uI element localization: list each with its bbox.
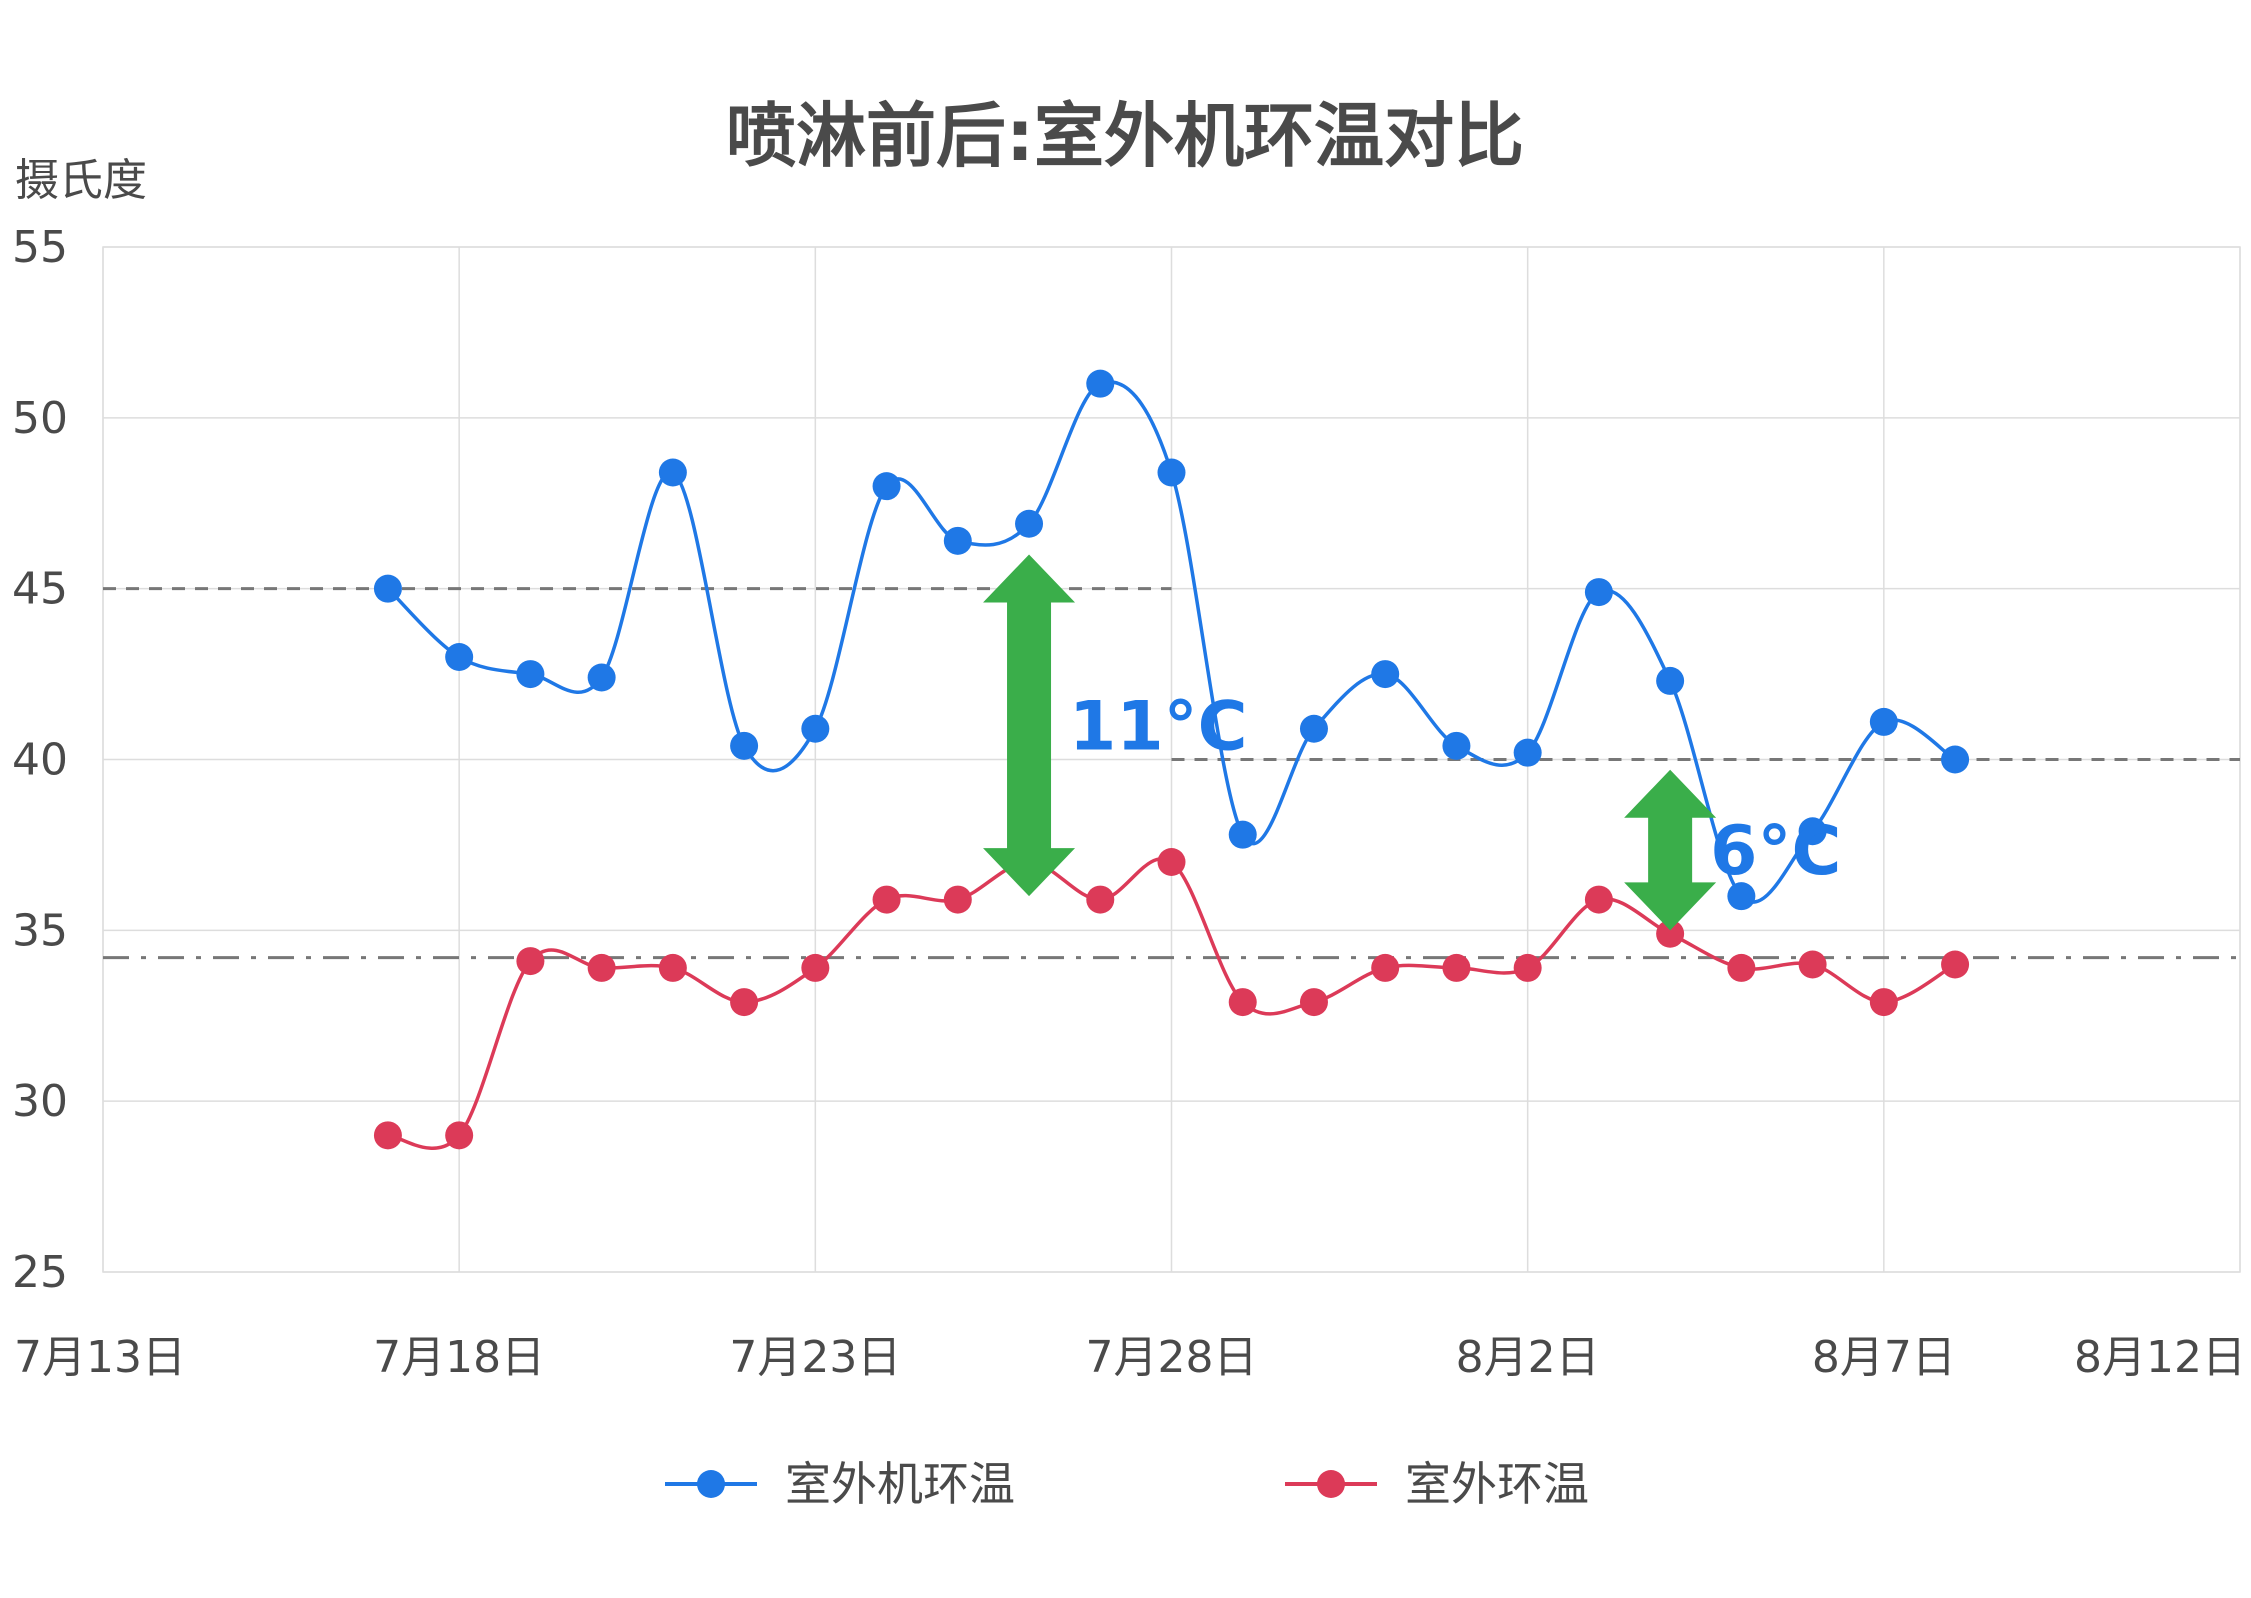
data-point bbox=[1727, 953, 1756, 982]
reference-lines bbox=[103, 587, 2240, 960]
y-tick-labels: 25 30 35 40 45 50 55 bbox=[12, 222, 68, 1298]
y-tick-label: 30 bbox=[12, 1076, 68, 1127]
data-point bbox=[730, 731, 759, 760]
data-point bbox=[445, 643, 474, 671]
data-point bbox=[445, 1121, 474, 1150]
data-point bbox=[1584, 885, 1613, 914]
y-tick-label: 40 bbox=[12, 735, 68, 786]
data-point bbox=[1371, 660, 1400, 689]
legend-item: 室外环温 bbox=[1285, 1457, 1589, 1511]
data-point bbox=[1941, 745, 1970, 774]
chart-title: 喷淋前后:室外机环温对比 bbox=[726, 95, 1524, 177]
data-point bbox=[1157, 458, 1186, 487]
data-point bbox=[1371, 953, 1400, 982]
series-layer bbox=[373, 369, 1970, 1150]
y-tick-label: 25 bbox=[12, 1247, 68, 1298]
legend-item: 室外机环温 bbox=[665, 1457, 1015, 1511]
data-point bbox=[1869, 988, 1898, 1017]
double-arrow bbox=[1624, 769, 1717, 931]
data-point bbox=[658, 458, 687, 487]
data-point bbox=[1086, 369, 1115, 398]
legend-label: 室外机环温 bbox=[785, 1457, 1015, 1511]
x-tick-label: 8月7日 bbox=[1812, 1332, 1956, 1383]
data-point bbox=[1656, 919, 1685, 948]
data-point bbox=[1513, 953, 1542, 982]
y-tick-label: 55 bbox=[12, 222, 68, 273]
data-point bbox=[1228, 988, 1257, 1017]
double-arrow bbox=[983, 554, 1076, 897]
x-tick-label: 7月13日 bbox=[14, 1332, 186, 1383]
y-axis-label: 摄氏度 bbox=[15, 155, 147, 206]
x-tick-labels: 7月13日 7月18日 7月23日 7月28日 8月2日 8月7日 8月12日 bbox=[14, 1332, 2246, 1383]
annotations: 11°C 6°C bbox=[983, 554, 1841, 931]
difference-label: 6°C bbox=[1710, 812, 1841, 891]
data-point bbox=[1584, 578, 1613, 607]
data-point bbox=[1228, 820, 1257, 849]
y-tick-label: 35 bbox=[12, 905, 68, 956]
data-point bbox=[587, 663, 616, 692]
series-2 bbox=[373, 848, 1970, 1150]
legend-marker bbox=[697, 1470, 725, 1498]
data-point bbox=[943, 526, 972, 555]
x-tick-label: 8月2日 bbox=[1456, 1332, 1600, 1383]
data-point bbox=[1798, 817, 1827, 846]
data-point bbox=[872, 472, 901, 501]
legend-marker bbox=[1317, 1470, 1345, 1498]
data-point bbox=[730, 988, 759, 1017]
data-point bbox=[587, 953, 616, 982]
data-point bbox=[1442, 953, 1471, 982]
data-point bbox=[801, 953, 830, 982]
data-point bbox=[373, 574, 402, 603]
legend-label: 室外环温 bbox=[1405, 1457, 1589, 1511]
y-tick-label: 50 bbox=[12, 393, 68, 444]
data-point bbox=[516, 947, 545, 976]
data-point bbox=[373, 1121, 402, 1150]
data-point bbox=[1299, 714, 1328, 743]
data-point bbox=[1941, 950, 1970, 979]
difference-label: 11°C bbox=[1069, 687, 1248, 766]
data-point bbox=[1798, 950, 1827, 979]
data-point bbox=[1086, 885, 1115, 914]
y-tick-label: 45 bbox=[12, 564, 68, 615]
data-point bbox=[1727, 882, 1756, 911]
x-tick-label: 7月28日 bbox=[1086, 1332, 1258, 1383]
data-point bbox=[872, 885, 901, 914]
data-point bbox=[1442, 731, 1471, 760]
data-point bbox=[943, 885, 972, 914]
data-point bbox=[516, 660, 545, 689]
data-point bbox=[1869, 707, 1898, 736]
data-point bbox=[1299, 988, 1328, 1017]
data-point bbox=[801, 714, 830, 743]
data-point bbox=[1015, 509, 1044, 538]
data-point bbox=[1157, 848, 1186, 876]
data-point bbox=[1656, 666, 1685, 695]
data-point bbox=[1513, 738, 1542, 767]
data-point bbox=[658, 953, 687, 982]
legend: 室外机环温 室外环温 bbox=[665, 1457, 1589, 1511]
series-1 bbox=[373, 369, 1970, 911]
x-tick-label: 7月23日 bbox=[729, 1332, 901, 1383]
x-tick-label: 8月12日 bbox=[2074, 1332, 2246, 1383]
x-tick-label: 7月18日 bbox=[373, 1332, 545, 1383]
